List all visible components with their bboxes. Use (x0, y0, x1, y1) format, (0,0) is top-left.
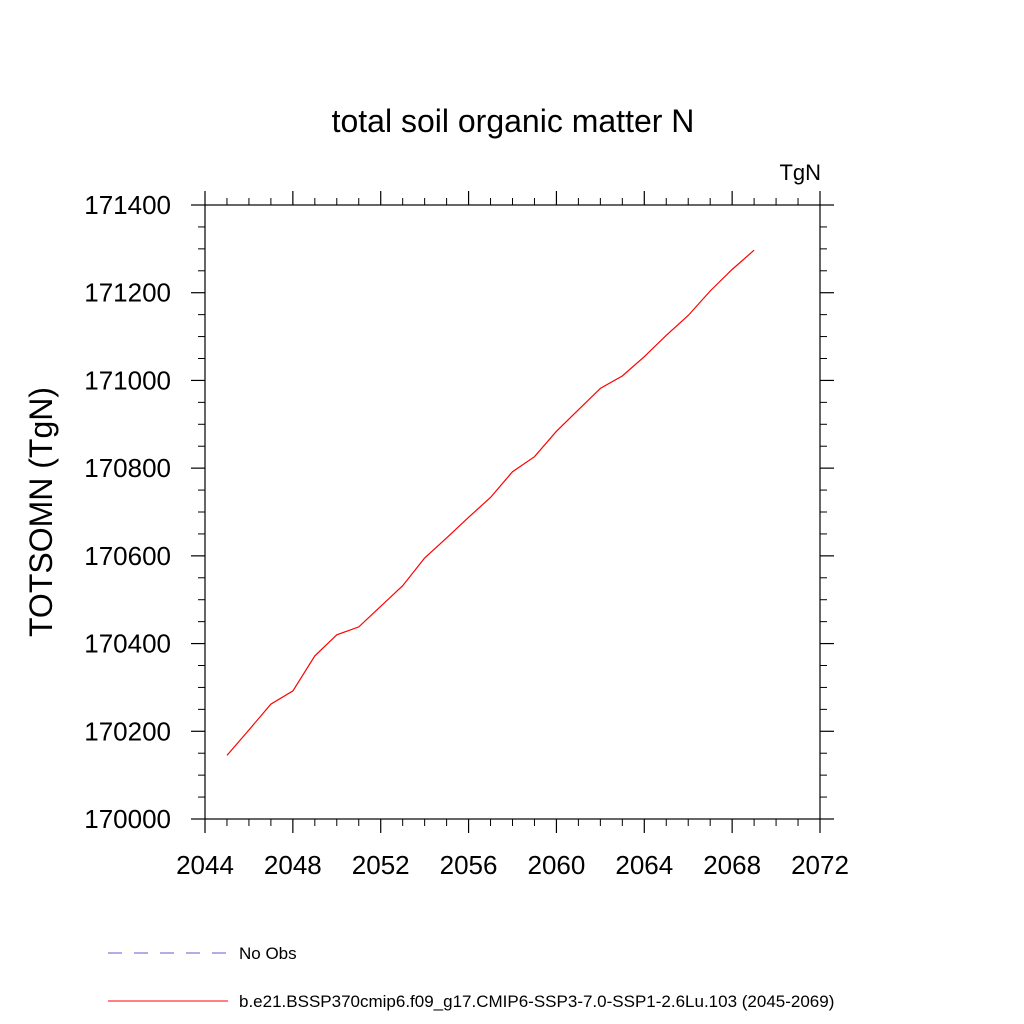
x-tick-label: 2044 (176, 850, 234, 880)
x-tick-label: 2056 (440, 850, 498, 880)
plot-frame (204, 204, 821, 820)
y-tick-label: 170000 (84, 804, 171, 834)
x-tick-label: 2048 (264, 850, 322, 880)
y-tick-label: 170400 (84, 629, 171, 659)
axis-tick-labels: 2044 2048 2052 2056 2060 2064 2068 2072 170000 17… (84, 190, 849, 880)
y-tick-label: 171000 (84, 365, 171, 395)
units-label: TgN (779, 160, 821, 185)
y-axis-label: TOTSOMN (TgN) (23, 387, 59, 637)
legend: No Obs b.e21.BSSP370cmip6.f09_g17.CMIP6-… (108, 944, 834, 1011)
x-tick-label: 2072 (791, 850, 849, 880)
y-tick-label: 171200 (84, 278, 171, 308)
legend-label-model: b.e21.BSSP370cmip6.f09_g17.CMIP6-SSP3-7.… (239, 992, 834, 1011)
series-line (226, 249, 755, 756)
x-tick-label: 2060 (528, 850, 586, 880)
x-tick-label: 2052 (352, 850, 410, 880)
y-tick-label: 170600 (84, 541, 171, 571)
y-tick-label: 170800 (84, 453, 171, 483)
y-tick-label: 170200 (84, 716, 171, 746)
y-tick-label: 171400 (84, 190, 171, 220)
series-layer (226, 249, 755, 756)
x-tick-label: 2068 (703, 850, 761, 880)
x-tick-label: 2064 (615, 850, 673, 880)
legend-label-no-obs: No Obs (239, 944, 297, 963)
axis-ticks (191, 191, 834, 833)
chart-title: total soil organic matter N (332, 103, 695, 139)
